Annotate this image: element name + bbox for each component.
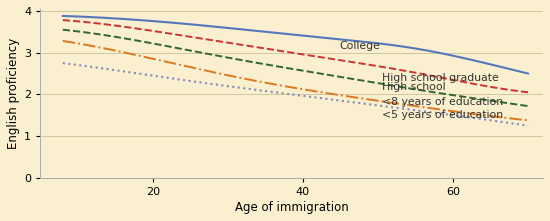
Text: <5 years of education: <5 years of education [382, 110, 503, 120]
Y-axis label: English proficiency: English proficiency [7, 38, 20, 149]
Text: <8 years of education: <8 years of education [382, 97, 503, 107]
Text: High school: High school [382, 82, 446, 92]
X-axis label: Age of immigration: Age of immigration [235, 201, 349, 214]
Text: High school graduate: High school graduate [382, 73, 499, 83]
Text: College: College [339, 41, 380, 51]
